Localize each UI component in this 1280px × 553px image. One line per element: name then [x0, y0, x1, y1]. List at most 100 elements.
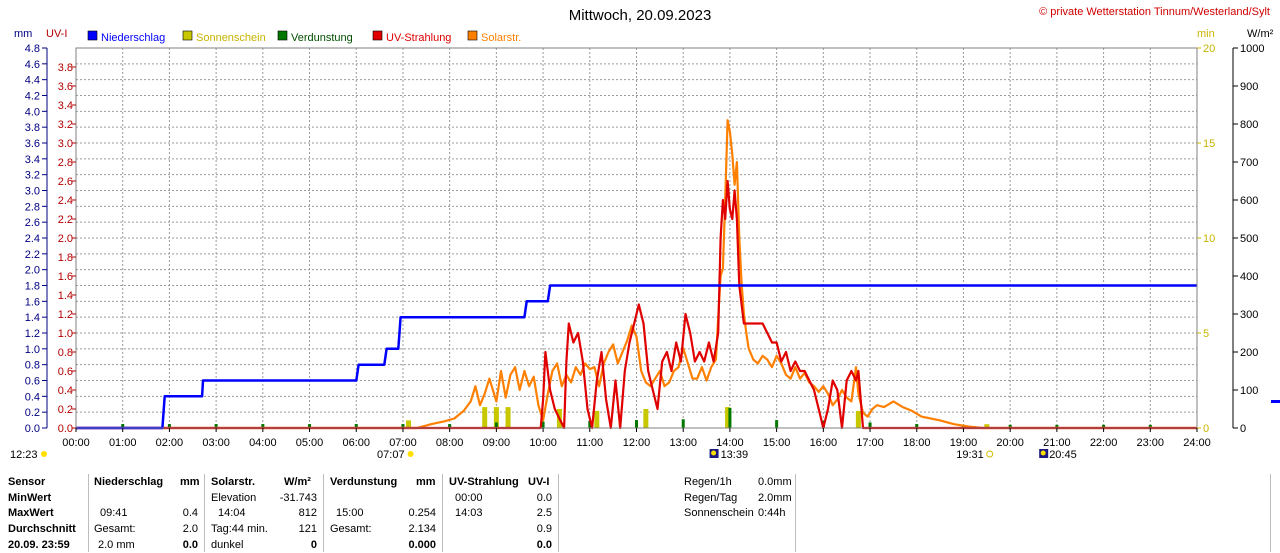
evaporation-bar [868, 422, 872, 428]
evaporation-bar [448, 424, 452, 428]
min-tick-label: 5 [1203, 328, 1209, 340]
summary-label-rain-day: Regen/Tag [684, 492, 738, 504]
sunshine-bar [725, 407, 731, 428]
uv-tick-label: 1.0 [58, 328, 73, 340]
x-tick-label: 14:00 [716, 437, 744, 449]
solar-min-value: -31.743 [279, 492, 317, 504]
uv-last-value: 0.0 [536, 539, 552, 551]
sunshine-bar [984, 424, 990, 428]
mm-tick-label: 2.4 [25, 233, 40, 245]
mm-tick-label: 0.8 [25, 360, 40, 372]
evaporation-bar [775, 420, 779, 428]
niederschlag-head: Niederschlag [94, 476, 164, 488]
sunshine-bar [482, 407, 488, 428]
sunshine-bar [406, 420, 412, 428]
mm-tick-label: 3.4 [25, 154, 40, 166]
uv-tick-label: 3.0 [58, 138, 73, 150]
verdunstung-last-value: 0.000 [408, 539, 436, 551]
niederschlag-last-label: 2.0 mm [98, 539, 135, 551]
niederschlag-max-time: 09:41 [100, 507, 128, 519]
mm-tick-label: 4.8 [25, 43, 40, 55]
event-time-label: 12:23 [10, 449, 38, 461]
stats-divider [795, 474, 796, 552]
event-time-label: 20:45 [1049, 449, 1077, 461]
evaporation-bar [728, 407, 732, 428]
event-time-label: 07:07 [377, 449, 405, 461]
uv-avg-value: 0.9 [536, 523, 552, 535]
mm-tick-label: 3.6 [25, 138, 40, 150]
legend-label: Verdunstung [291, 32, 353, 44]
x-tick-label: 24:00 [1183, 437, 1211, 449]
uv-head: UV-Strahlung [449, 476, 519, 488]
unit-label-uv: UV-I [46, 28, 67, 40]
summary-label-rain-hour: Regen/1h [684, 476, 732, 488]
sunshine-bar [505, 407, 511, 428]
uv-tick-label: 0.2 [58, 404, 73, 416]
mm-tick-label: 0.2 [25, 407, 40, 419]
row-minwert: MinWert [8, 492, 52, 504]
evaporation-bar [494, 422, 498, 428]
summary-value-rain-day: 2.0mm [758, 492, 792, 504]
evaporation-bar [121, 424, 125, 428]
uv-tick-label: 0.0 [58, 423, 73, 435]
mm-tick-label: 0.6 [25, 376, 40, 388]
uv-tick-label: 3.4 [58, 100, 73, 112]
mm-tick-label: 4.0 [25, 106, 40, 118]
wm2-tick-label: 700 [1240, 157, 1258, 169]
uv-min-time: 00:00 [455, 492, 483, 504]
max-sun-dot [711, 450, 717, 456]
verdunstung-head: Verdunstung [330, 476, 398, 488]
stats-divider [1270, 474, 1271, 552]
min-tick-label: 15 [1203, 138, 1215, 150]
uv-tick-label: 1.2 [58, 309, 73, 321]
solar-avg-value: 121 [298, 523, 317, 535]
niederschlag-last-value: 0.0 [182, 539, 198, 551]
uv-tick-label: 1.6 [58, 271, 73, 283]
solar-last-label: dunkel [211, 539, 244, 551]
evaporation-bar [915, 424, 919, 428]
mm-tick-label: 1.2 [25, 328, 40, 340]
legend: Niederschlag Sonnenschein Verdunstung UV-St… [87, 30, 521, 44]
x-tick-label: 07:00 [389, 437, 417, 449]
solar-max-time: 14:04 [218, 507, 246, 519]
moon-dot [1040, 450, 1046, 456]
sunshine-bar [493, 407, 499, 428]
uv-tick-label: 1.8 [58, 252, 73, 264]
legend-swatch [277, 30, 288, 41]
uv-tick-label: 0.4 [58, 385, 73, 397]
verdunstung-unit: mm [416, 476, 436, 488]
row-current: 20.09. 23:59 [8, 539, 70, 551]
mm-tick-label: 0.4 [25, 391, 40, 403]
legend-swatch [87, 30, 98, 41]
uv-tick-label: 2.2 [58, 214, 73, 226]
evaporation-bar [167, 424, 171, 428]
stats-divider [88, 474, 89, 552]
evaporation-bar [1148, 424, 1152, 428]
mm-tick-label: 1.0 [25, 344, 40, 356]
niederschlag-unit: mm [180, 476, 200, 488]
summary-value-sunshine: 0:44h [758, 507, 786, 519]
unit-label-min: min [1197, 28, 1215, 40]
sunshine-bar [594, 410, 600, 428]
mm-tick-label: 1.8 [25, 281, 40, 293]
uv-tick-label: 2.6 [58, 176, 73, 188]
left-axis: 0.0 0.2 0.4 0.6 0.8 1.0 1.2 1.4 1.6 1.8 2.0 2.2 2.4 2… [25, 43, 76, 435]
summary-label-sunshine: Sonnenschein [684, 507, 754, 519]
wm2-tick-label: 500 [1240, 233, 1258, 245]
solar-head: Solarstr. [211, 476, 256, 488]
x-tick-label: 17:00 [856, 437, 884, 449]
mm-tick-label: 3.8 [25, 122, 40, 134]
x-tick-label: 11:00 [576, 437, 603, 449]
mm-tick-label: 3.0 [25, 186, 40, 198]
stats-divider [323, 474, 324, 552]
legend-swatch [372, 30, 383, 41]
event-time-label: 13:39 [721, 449, 749, 461]
uv-tick-label: 3.2 [58, 119, 73, 131]
legend-swatch [467, 30, 478, 41]
weather-chart: Mittwoch, 20.09.2023 © private Wettersta… [10, 6, 1280, 461]
mm-tick-label: 2.0 [25, 265, 40, 277]
precipitation-line [76, 284, 1197, 430]
mm-tick-label: 4.4 [25, 75, 40, 87]
x-tick-label: 03:00 [202, 437, 230, 449]
